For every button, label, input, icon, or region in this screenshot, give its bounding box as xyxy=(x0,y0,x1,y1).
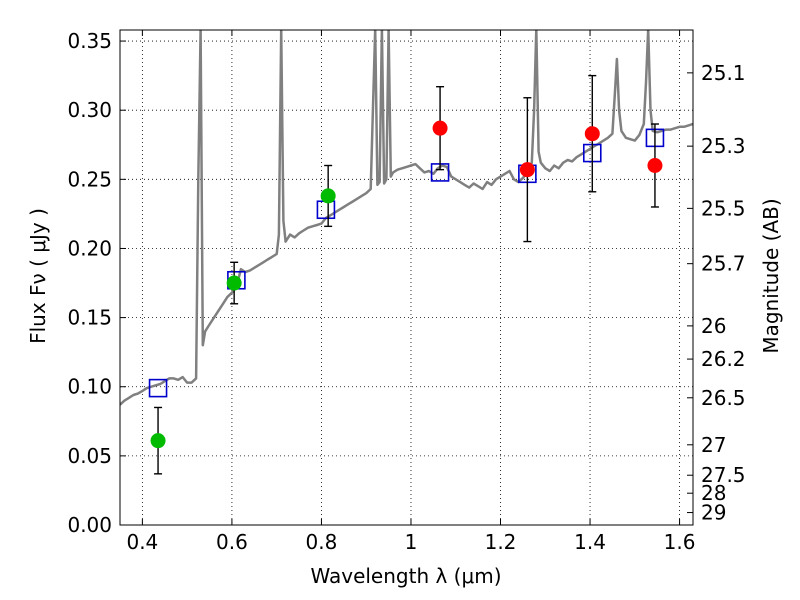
right-tick-label: 25.7 xyxy=(701,252,746,276)
red-data-point xyxy=(647,158,663,174)
grid-lines xyxy=(120,30,693,526)
y-axis-label: Flux Fν ( μJy ) xyxy=(26,208,50,344)
y-tick-label: 0.25 xyxy=(67,167,112,191)
plot-frame xyxy=(119,29,694,526)
right-tick-label: 25.1 xyxy=(701,61,746,85)
red-data-point xyxy=(584,126,600,142)
y-tick-label: 0.30 xyxy=(67,98,112,122)
axis-ticks: 0.4 0.6 0.8 1 1.2 1.4 1.6 0.00 0.05 0.10 0.15 0.20 0… xyxy=(67,29,745,554)
green-data-point xyxy=(320,188,336,204)
x-tick-label: 0.4 xyxy=(126,530,158,554)
right-tick-label: 27.5 xyxy=(701,463,746,487)
right-axis-label: Magnitude (AB) xyxy=(759,198,783,353)
right-tick-label: 26.2 xyxy=(701,347,746,371)
y-tick-label: 0.05 xyxy=(67,444,112,468)
right-tick-label: 25.3 xyxy=(701,134,746,158)
x-axis-label: Wavelength λ (μm) xyxy=(310,564,501,588)
x-tick-label: 1 xyxy=(405,530,418,554)
plot-data xyxy=(120,30,693,475)
y-tick-label: 0.10 xyxy=(67,375,112,399)
green-data-point xyxy=(150,433,166,449)
right-tick-label: 26 xyxy=(701,314,726,338)
x-tick-label: 1.6 xyxy=(664,530,696,554)
x-tick-label: 0.8 xyxy=(306,530,338,554)
x-tick-label: 1.4 xyxy=(574,530,606,554)
right-tick-label: 28 xyxy=(701,481,726,505)
y-tick-label: 0.15 xyxy=(67,306,112,330)
x-tick-label: 1.2 xyxy=(485,530,517,554)
red-data-point xyxy=(432,120,448,136)
y-tick-label: 0.35 xyxy=(67,29,112,53)
green-data-point xyxy=(226,275,242,291)
model-square-marker xyxy=(148,378,168,398)
x-tick-label: 0.6 xyxy=(216,530,248,554)
red-data-point xyxy=(519,162,535,178)
y-tick-label: 0.20 xyxy=(67,236,112,260)
right-tick-label: 25.5 xyxy=(701,196,746,220)
right-tick-label: 26.5 xyxy=(701,386,746,410)
right-tick-label: 29 xyxy=(701,501,726,525)
spectrum-line xyxy=(120,30,693,406)
y-tick-label: 0.00 xyxy=(67,513,112,537)
right-tick-label: 27 xyxy=(701,433,726,457)
